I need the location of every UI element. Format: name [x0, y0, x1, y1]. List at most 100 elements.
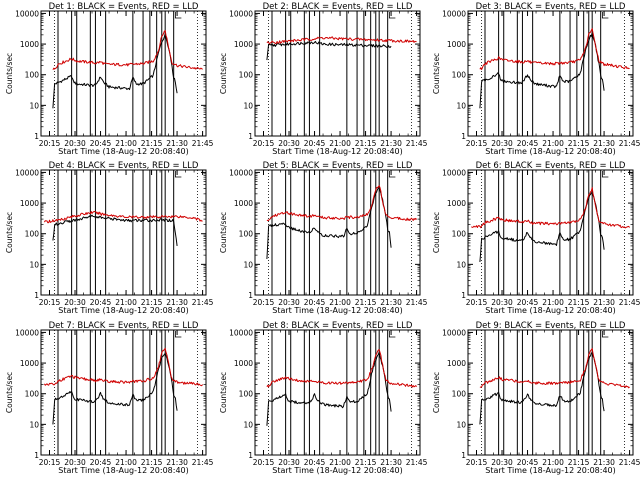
lld-series-line — [52, 30, 203, 71]
events-series-line — [479, 191, 605, 262]
x-tick-label: 20:30 — [64, 139, 86, 148]
plot-frame — [254, 169, 421, 296]
x-tick-label: 20:15 — [253, 298, 275, 307]
events-series-line — [52, 33, 178, 109]
x-tick-label: 20:30 — [278, 298, 300, 307]
lld-series-line — [43, 211, 203, 224]
x-axis-title: Start Time (18-Aug-12 20:08:40) — [485, 466, 616, 475]
bracket-mark — [601, 171, 609, 178]
y-tick-label: 100 — [25, 71, 40, 80]
y-tick-label: 10000 — [229, 328, 253, 337]
x-tick-label: 21:15 — [568, 139, 590, 148]
y-tick-label: 1 — [34, 291, 39, 300]
detector-panel: Det 1: BLACK = Events, RED = LLD 1 10 100 10… — [5, 2, 214, 156]
x-tick-label: 20:45 — [90, 458, 112, 467]
x-tick-label: 20:15 — [39, 139, 61, 148]
y-axis-title: Counts/sec — [219, 212, 228, 253]
panel-title: Det 4: BLACK = Events, RED = LLD — [49, 161, 199, 171]
lld-series-line — [266, 185, 417, 222]
y-tick-label: 1 — [461, 291, 466, 300]
x-tick-label: 20:30 — [491, 139, 513, 148]
y-tick-label: 10 — [29, 420, 39, 429]
events-series-line — [266, 351, 392, 426]
x-tick-label: 21:45 — [406, 458, 428, 467]
y-tick-label: 10 — [243, 101, 253, 110]
plot-frame — [467, 329, 634, 456]
y-tick-label: 1 — [461, 132, 466, 141]
x-tick-label: 20:30 — [278, 458, 300, 467]
x-tick-label: 21:00 — [542, 298, 564, 307]
x-tick-label: 21:30 — [166, 298, 188, 307]
x-tick-label: 21:30 — [380, 139, 402, 148]
bracket-mark — [388, 331, 396, 338]
x-axis-title: Start Time (18-Aug-12 20:08:40) — [58, 306, 189, 315]
bracket-mark — [601, 12, 609, 19]
y-tick-label: 1000 — [234, 199, 253, 208]
panel-title: Det 7: BLACK = Events, RED = LLD — [49, 321, 199, 331]
x-tick-label: 21:45 — [192, 458, 214, 467]
x-tick-label: 20:15 — [466, 298, 488, 307]
x-axis-title: Start Time (18-Aug-12 20:08:40) — [58, 466, 189, 475]
x-tick-label: 21:15 — [355, 139, 377, 148]
detector-panel: Det 4: BLACK = Events, RED = LLD 1 10 100 10… — [5, 161, 214, 315]
lld-series-line — [471, 187, 630, 229]
panel-title: Det 5: BLACK = Events, RED = LLD — [263, 161, 413, 171]
y-tick-label: 100 — [452, 71, 467, 80]
x-axis-title: Start Time (18-Aug-12 20:08:40) — [272, 306, 403, 315]
y-tick-label: 100 — [239, 71, 254, 80]
x-axis-title: Start Time (18-Aug-12 20:08:40) — [485, 306, 616, 315]
x-tick-label: 20:15 — [39, 458, 61, 467]
x-tick-label: 20:45 — [304, 458, 326, 467]
bracket-mark — [601, 331, 609, 338]
x-tick-label: 21:00 — [115, 458, 137, 467]
y-tick-label: 10000 — [15, 9, 39, 18]
y-tick-label: 10 — [456, 260, 466, 269]
panel-title: Det 2: BLACK = Events, RED = LLD — [263, 2, 413, 12]
x-tick-label: 21:45 — [192, 139, 214, 148]
x-axis-title: Start Time (18-Aug-12 20:08:40) — [272, 147, 403, 156]
y-tick-label: 1 — [248, 291, 253, 300]
panel-title: Det 8: BLACK = Events, RED = LLD — [263, 321, 413, 331]
y-tick-label: 10 — [456, 420, 466, 429]
x-tick-label: 20:15 — [466, 139, 488, 148]
y-axis-title: Counts/sec — [432, 372, 441, 413]
x-tick-label: 20:45 — [517, 139, 539, 148]
x-tick-label: 20:30 — [491, 458, 513, 467]
x-tick-label: 21:15 — [355, 298, 377, 307]
detector-panel: Det 8: BLACK = Events, RED = LLD 1 10 100 10… — [219, 321, 428, 475]
y-axis-title: Counts/sec — [5, 53, 14, 94]
x-tick-label: 21:00 — [329, 298, 351, 307]
y-tick-label: 1000 — [20, 199, 39, 208]
y-tick-label: 10 — [243, 420, 253, 429]
x-tick-label: 20:15 — [466, 458, 488, 467]
y-tick-label: 10 — [456, 101, 466, 110]
y-tick-label: 10000 — [229, 168, 253, 177]
bracket-mark — [174, 331, 182, 338]
y-tick-label: 10 — [243, 260, 253, 269]
y-tick-label: 1 — [34, 451, 39, 460]
x-tick-label: 21:00 — [329, 458, 351, 467]
plot-frame — [254, 329, 421, 456]
y-tick-label: 1000 — [447, 359, 466, 368]
lld-series-line — [43, 347, 203, 387]
x-tick-label: 21:45 — [619, 298, 640, 307]
x-tick-label: 20:15 — [39, 298, 61, 307]
y-tick-label: 10 — [29, 260, 39, 269]
x-axis-title: Start Time (18-Aug-12 20:08:40) — [485, 147, 616, 156]
x-tick-label: 21:15 — [141, 458, 163, 467]
x-tick-label: 21:30 — [166, 139, 188, 148]
y-tick-label: 1 — [248, 451, 253, 460]
y-tick-label: 1 — [461, 451, 466, 460]
x-tick-label: 20:30 — [491, 298, 513, 307]
events-series-line — [266, 186, 392, 260]
bracket-mark — [174, 12, 182, 19]
x-tick-label: 20:45 — [304, 139, 326, 148]
plot-frame — [40, 169, 207, 296]
x-axis-title: Start Time (18-Aug-12 20:08:40) — [58, 147, 189, 156]
x-tick-label: 21:45 — [406, 139, 428, 148]
bracket-mark — [174, 171, 182, 178]
x-tick-label: 21:30 — [593, 139, 615, 148]
x-tick-label: 21:15 — [568, 298, 590, 307]
y-axis-title: Counts/sec — [5, 372, 14, 413]
